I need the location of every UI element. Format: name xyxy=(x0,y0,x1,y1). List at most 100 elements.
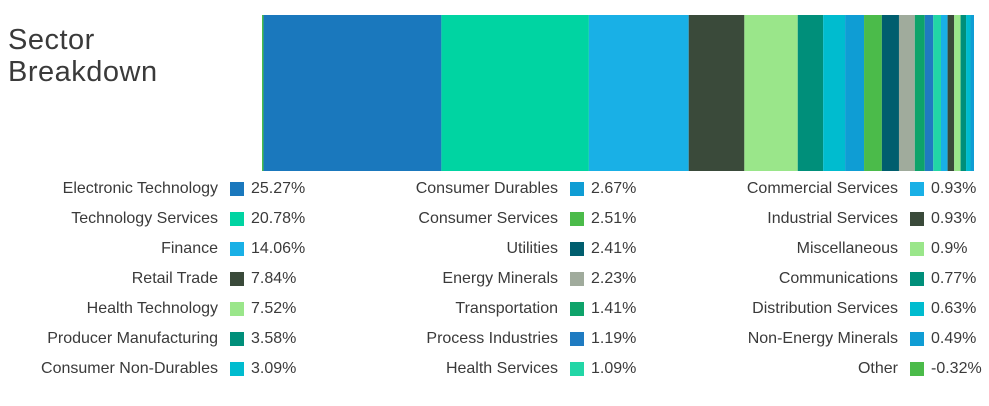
legend-swatch xyxy=(910,182,924,196)
legend-value: 0.63% xyxy=(931,300,977,317)
bar-segment-non-energy-minerals xyxy=(970,15,974,171)
legend-value: 3.58% xyxy=(251,330,297,347)
legend-label: Consumer Durables xyxy=(415,180,558,197)
legend-item-industrial-services: Industrial Services 0.93% xyxy=(690,206,976,236)
legend-value: 1.09% xyxy=(591,360,637,377)
legend-item-finance: Finance 14.06% xyxy=(0,236,305,266)
legend-label: Commercial Services xyxy=(746,180,898,197)
bar-segment-commercial-services xyxy=(940,15,948,171)
legend-swatch xyxy=(230,272,244,286)
legend-swatch xyxy=(230,212,244,226)
legend-item-consumer-non-durables: Consumer Non-Durables 3.09% xyxy=(0,356,296,386)
legend-value: 0.93% xyxy=(931,180,977,197)
legend-swatch xyxy=(570,332,584,346)
bar-segment-consumer-durables xyxy=(845,15,865,171)
legend-item-electronic-technology: Electronic Technology 25.27% xyxy=(0,176,306,206)
legend-value: 2.51% xyxy=(591,210,637,227)
legend-item-health-services: Health Services 1.09% xyxy=(360,356,636,386)
legend-value: 0.49% xyxy=(931,330,977,347)
legend-swatch xyxy=(570,302,584,316)
legend-value: 2.41% xyxy=(591,240,637,257)
legend-swatch xyxy=(570,182,584,196)
legend-label: Transportation xyxy=(455,300,558,317)
legend-item-technology-services: Technology Services 20.78% xyxy=(0,206,305,236)
legend-item-other: Other -0.32% xyxy=(690,356,982,386)
bar-segment-consumer-services xyxy=(864,15,882,171)
bar-segment-producer-manufacturing xyxy=(797,15,824,171)
legend-label: Miscellaneous xyxy=(796,240,898,257)
legend-label: Health Technology xyxy=(86,300,218,317)
legend-label: Process Industries xyxy=(426,330,558,347)
bar-segment-electronic-technology xyxy=(262,15,442,171)
legend-column-2: Consumer Durables 2.67% Consumer Services 2… xyxy=(360,176,637,386)
bar-segment-technology-services xyxy=(441,15,589,171)
legend-value: 2.23% xyxy=(591,270,637,287)
legend-label: Consumer Services xyxy=(418,210,558,227)
legend-value: 20.78% xyxy=(251,210,306,227)
legend-swatch xyxy=(230,242,244,256)
legend-item-non-energy-minerals: Non-Energy Minerals 0.49% xyxy=(690,326,977,356)
legend-value: 3.09% xyxy=(251,360,297,377)
legend-swatch xyxy=(570,212,584,226)
legend-label: Industrial Services xyxy=(767,210,898,227)
legend-value: 0.77% xyxy=(931,270,977,287)
legend-swatch xyxy=(570,242,584,256)
stacked-bar xyxy=(262,15,974,171)
legend-value: 25.27% xyxy=(251,180,306,197)
legend-swatch xyxy=(230,302,244,316)
legend-value: 7.84% xyxy=(251,270,297,287)
legend-label: Finance xyxy=(161,240,218,257)
legend-value: 0.9% xyxy=(931,240,968,257)
bar-segment-health-services xyxy=(933,15,941,171)
legend-value: 1.41% xyxy=(591,300,637,317)
bar-segment-energy-minerals xyxy=(898,15,915,171)
bar-segment-finance xyxy=(588,15,689,171)
bar-segment-communications xyxy=(960,15,967,171)
legend-column-3: Commercial Services 0.93% Industrial Servi… xyxy=(690,176,982,386)
legend-value: 2.67% xyxy=(591,180,637,197)
bar-segment-process-industries xyxy=(924,15,934,171)
legend-swatch xyxy=(230,182,244,196)
legend-label: Technology Services xyxy=(71,210,218,227)
bar-segment-miscellaneous xyxy=(954,15,961,171)
legend-label: Electronic Technology xyxy=(62,180,218,197)
legend-item-producer-manufacturing: Producer Manufacturing 3.58% xyxy=(0,326,296,356)
bar-segment-industrial-services xyxy=(947,15,955,171)
legend-label: Producer Manufacturing xyxy=(47,330,218,347)
legend-label: Distribution Services xyxy=(752,300,898,317)
bar-segment-utilities xyxy=(881,15,899,171)
legend-label: Other xyxy=(857,360,898,377)
legend-label: Communications xyxy=(778,270,898,287)
legend-label: Non-Energy Minerals xyxy=(747,330,898,347)
legend-label: Health Services xyxy=(445,360,558,377)
legend-item-communications: Communications 0.77% xyxy=(690,266,977,296)
legend-swatch xyxy=(230,362,244,376)
legend-swatch xyxy=(570,272,584,286)
legend-item-energy-minerals: Energy Minerals 2.23% xyxy=(360,266,636,296)
legend-label: Energy Minerals xyxy=(442,270,558,287)
legend-column-1: Electronic Technology 25.27% Technology Se… xyxy=(0,176,306,386)
legend-swatch xyxy=(230,332,244,346)
chart-title: Sector Breakdown xyxy=(8,24,158,88)
legend-item-transportation: Transportation 1.41% xyxy=(360,296,636,326)
bar-segment-transportation xyxy=(914,15,925,171)
legend-swatch xyxy=(910,332,924,346)
legend-item-consumer-durables: Consumer Durables 2.67% xyxy=(360,176,637,206)
legend-swatch xyxy=(910,272,924,286)
legend-item-retail-trade: Retail Trade 7.84% xyxy=(0,266,297,296)
legend-item-health-technology: Health Technology 7.52% xyxy=(0,296,297,326)
legend-value: 0.93% xyxy=(931,210,977,227)
legend-item-commercial-services: Commercial Services 0.93% xyxy=(690,176,977,206)
legend-swatch xyxy=(910,242,924,256)
legend-item-utilities: Utilities 2.41% xyxy=(360,236,636,266)
legend-item-distribution-services: Distribution Services 0.63% xyxy=(690,296,976,326)
bar-segment-consumer-non-durables xyxy=(823,15,846,171)
legend-value: 14.06% xyxy=(251,240,306,257)
bar-segment-health-technology xyxy=(744,15,798,171)
legend-value: 7.52% xyxy=(251,300,297,317)
legend-item-consumer-services: Consumer Services 2.51% xyxy=(360,206,636,236)
legend-value: 1.19% xyxy=(591,330,637,347)
legend-swatch xyxy=(570,362,584,376)
legend-swatch xyxy=(910,362,924,376)
bar-segment-retail-trade xyxy=(688,15,745,171)
